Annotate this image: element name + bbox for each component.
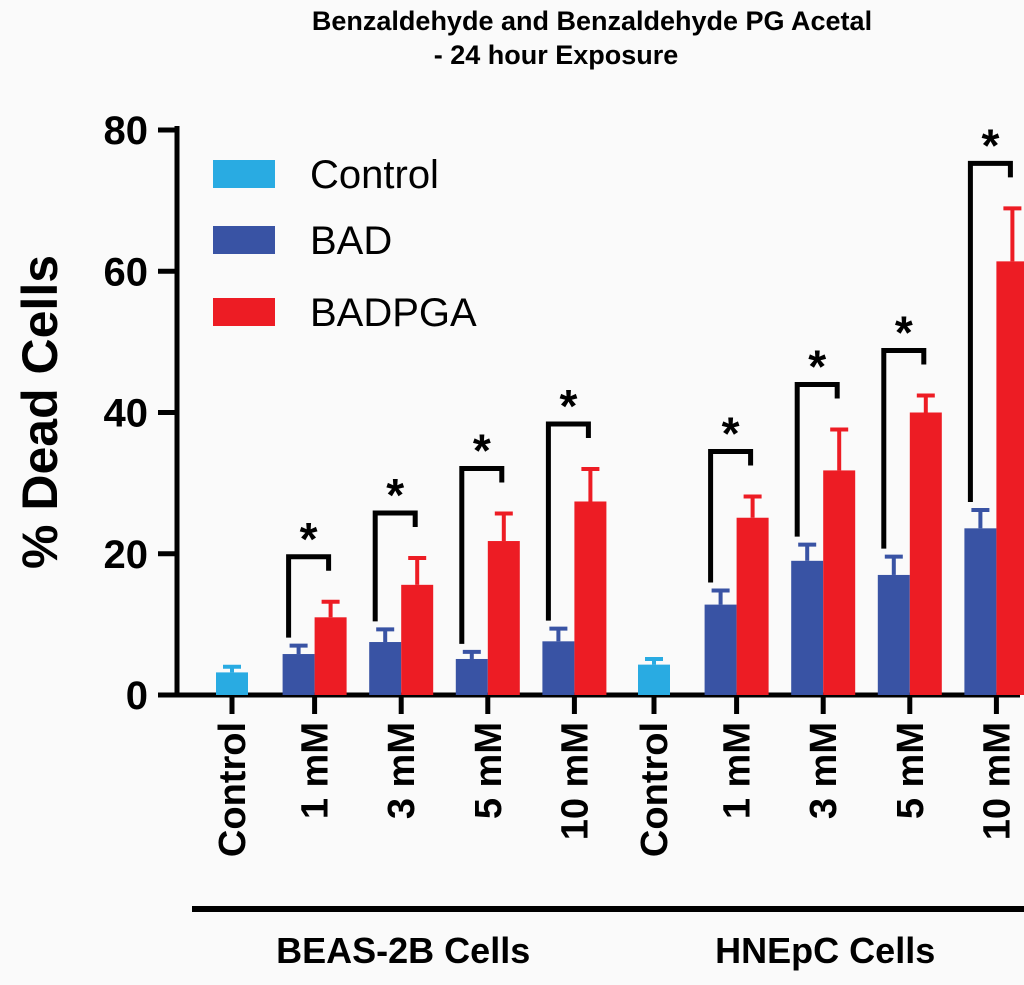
- y-tick-label: 20: [104, 533, 149, 577]
- group-label: BEAS-2B Cells: [276, 930, 530, 971]
- x-category-label: Control: [212, 722, 254, 857]
- group-labels: BEAS-2B Cells HNEpC Cells: [192, 906, 1024, 971]
- bar-badpga: [314, 617, 347, 695]
- bar-control: [216, 672, 248, 695]
- significance-bracket: [545, 421, 591, 621]
- bar-badpga: [909, 412, 942, 695]
- significance-star: *: [300, 513, 318, 565]
- legend-label: BAD: [310, 219, 392, 263]
- legend-swatch-control: [213, 160, 275, 188]
- x-category-label: 10 mM: [976, 722, 1018, 840]
- x-category-label: 1 mM: [717, 722, 759, 819]
- bar-bad: [542, 641, 575, 695]
- y-axis-label: % Dead Cells: [12, 255, 68, 569]
- x-category-label: 10 mM: [554, 722, 596, 840]
- significance-star: *: [895, 307, 913, 359]
- significance-bracket: [372, 510, 418, 622]
- legend-label: Control: [310, 153, 439, 197]
- significance-star: *: [559, 380, 577, 432]
- significance-bracket: [286, 554, 332, 638]
- significance-bracket: [967, 160, 1013, 502]
- significance-star: *: [808, 340, 826, 392]
- group-label: HNEpC Cells: [715, 930, 935, 971]
- significance-bracket: [794, 381, 840, 537]
- x-category-label: 1 mM: [295, 722, 337, 819]
- bar-badpga: [574, 501, 607, 695]
- legend: Control BAD BADPGA: [213, 153, 477, 335]
- y-tick-label: 60: [104, 250, 149, 294]
- bar-bad: [455, 658, 488, 695]
- y-tick-label: 40: [104, 392, 149, 436]
- bar-control: [638, 664, 670, 695]
- x-category-label: 5 mM: [890, 722, 932, 819]
- bar-bad: [369, 642, 402, 695]
- significance-bracket: [459, 465, 505, 644]
- significance-bracket: [708, 449, 754, 583]
- legend-label: BADPGA: [310, 291, 477, 335]
- significance-bracket: [881, 348, 927, 549]
- x-category-label: Control: [634, 722, 676, 857]
- legend-swatch-bad: [213, 226, 275, 254]
- significance-layer: * * * * * * * *: [286, 119, 1013, 644]
- significance-star: *: [386, 469, 404, 521]
- significance-star: *: [981, 119, 999, 171]
- bar-bad: [791, 560, 824, 695]
- bar-bad: [877, 574, 910, 695]
- legend-swatch-badpga: [213, 298, 275, 326]
- bar-badpga: [401, 584, 434, 695]
- x-category-label: 5 mM: [468, 722, 510, 819]
- chart-title-line-2: - 24 hour Exposure: [434, 40, 679, 70]
- y-tick-label: 0: [126, 674, 148, 718]
- bars-layer: [216, 206, 1024, 695]
- x-category-label: 3 mM: [803, 722, 845, 819]
- bar-badpga: [996, 261, 1024, 695]
- chart-title-line-1: Benzaldehyde and Benzaldehyde PG Acetal: [312, 6, 872, 36]
- significance-star: *: [722, 408, 740, 460]
- y-tick-label: 80: [104, 109, 149, 153]
- bar-bad: [704, 604, 737, 695]
- y-axis-ticks: 0 20 40 60 80: [104, 109, 177, 718]
- x-category-label: 3 mM: [381, 722, 423, 819]
- bar-bad: [964, 528, 997, 695]
- significance-star: *: [473, 424, 491, 476]
- bar-bad: [282, 654, 315, 695]
- bar-badpga: [487, 541, 520, 695]
- bar-badpga: [736, 517, 769, 695]
- bar-badpga: [823, 470, 856, 695]
- x-axis-categories: Control 1 mM 3 mM 5 mM 10 mM Control 1 mM 3 mM 5…: [212, 697, 1018, 857]
